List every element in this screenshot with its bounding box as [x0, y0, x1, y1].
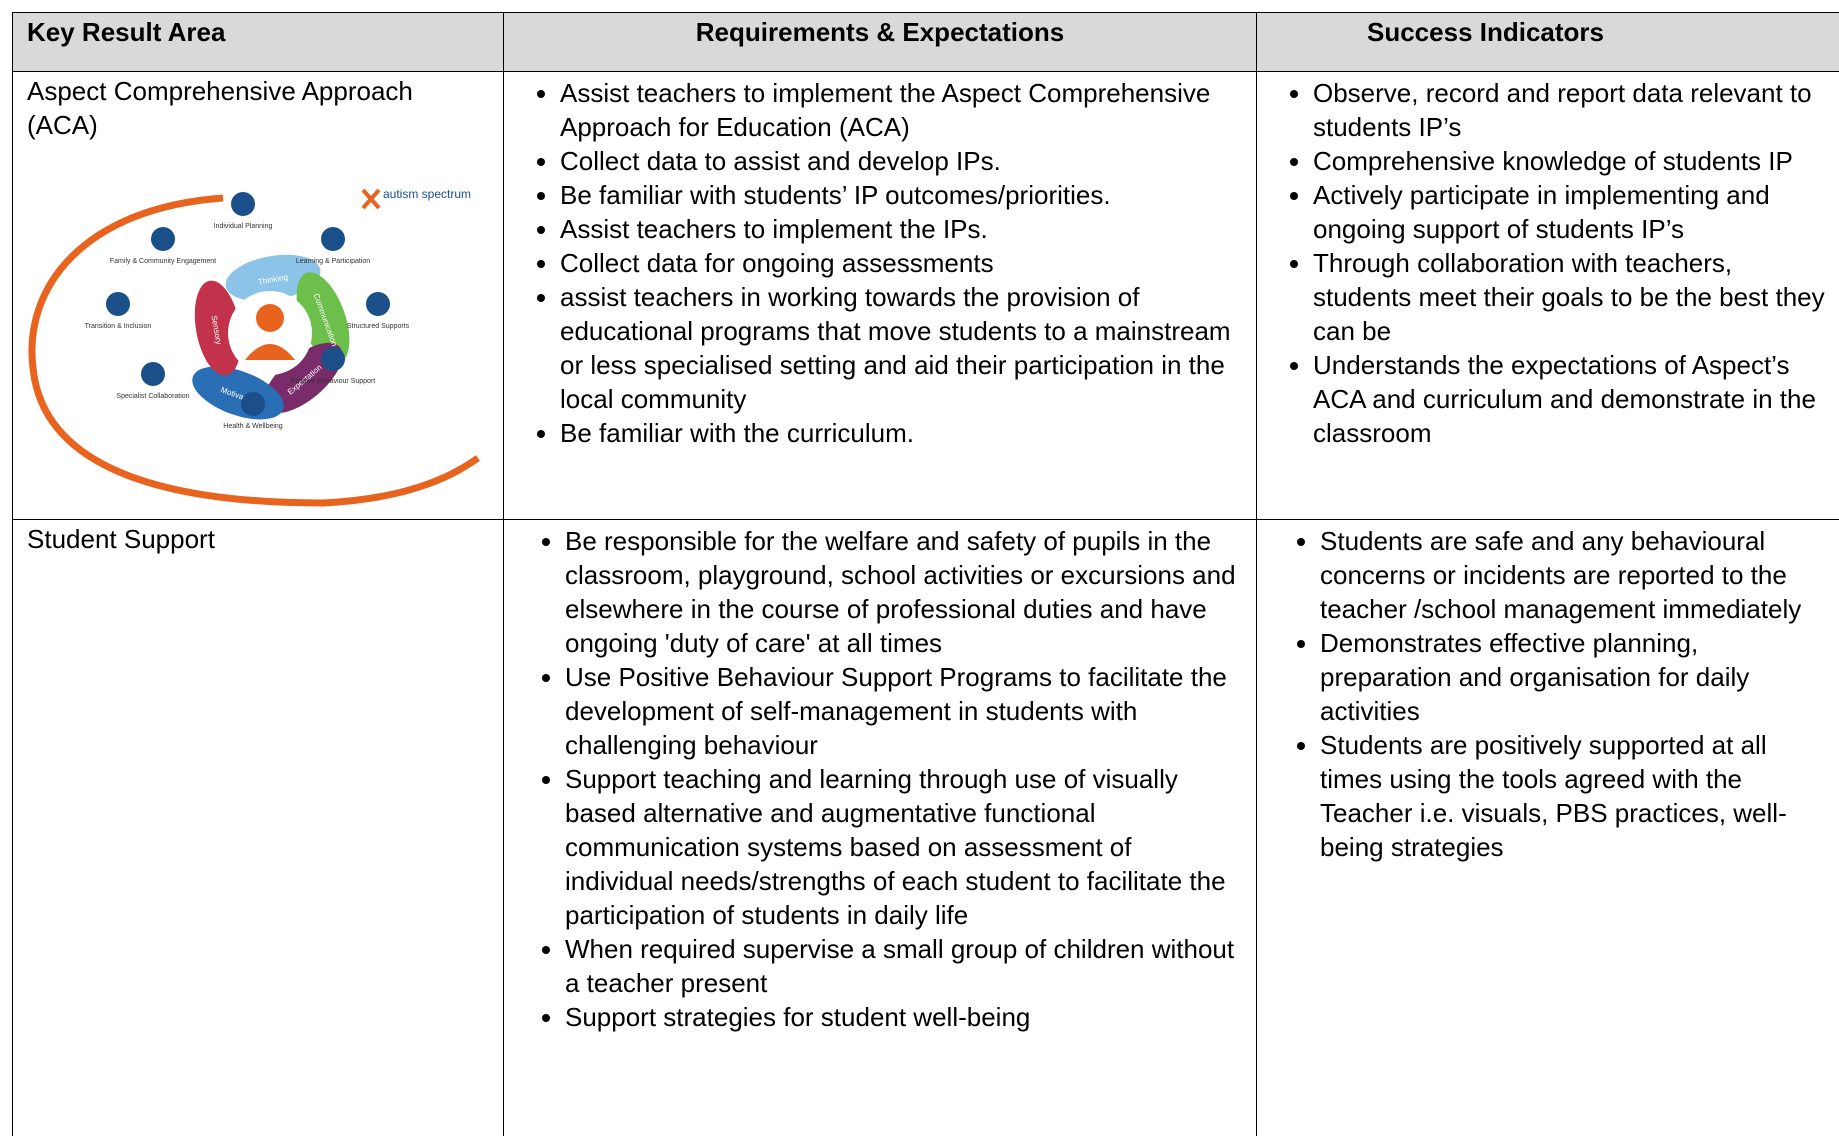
bullet-item: Support strategies for student well-bein…	[565, 1000, 1242, 1034]
area-text: Student Support	[27, 524, 215, 554]
pillar-icon	[106, 292, 130, 316]
bullet-item: assist teachers in working towards the p…	[560, 280, 1256, 416]
aca-diagram: Aspect Comprehensive Approach: Evidence …	[23, 168, 480, 507]
area-cell: Student Support	[12, 519, 503, 1136]
header-cell: Requirements & Expectations	[503, 12, 1256, 71]
logo: autism spectrum	[383, 187, 471, 201]
bullet-item: Support teaching and learning through us…	[565, 762, 1242, 932]
pillar-label: Specialist Collaboration	[116, 393, 189, 400]
pillar-label: Structured Supports	[347, 323, 410, 330]
bullet-item: Collect data for ongoing assessments	[560, 246, 1256, 280]
bullet-item: Students are safe and any behavioural co…	[1320, 524, 1826, 626]
indicators-cell: Students are safe and any behavioural co…	[1256, 519, 1839, 1136]
area-cell: Aspect Comprehensive Approach (ACA) Aspe…	[12, 71, 503, 519]
bullet-item: Be responsible for the welfare and safet…	[565, 524, 1242, 660]
header-cell: Success Indicators	[1256, 12, 1839, 71]
header-cell: Key Result Area	[12, 12, 503, 71]
pillar-icon	[241, 392, 265, 416]
bullet-item: Use Positive Behaviour Support Programs …	[565, 660, 1242, 762]
pillar-icon	[321, 347, 345, 371]
pillar-icon	[151, 227, 175, 251]
bullet-item: Observe, record and report data relevant…	[1313, 76, 1836, 144]
bullet-item: Assist teachers to implement the Aspect …	[560, 76, 1256, 144]
pillar-label: Learning & Participation	[296, 258, 370, 265]
indicators-cell: Observe, record and report data relevant…	[1256, 71, 1839, 519]
bullet-item: Be familiar with students’ IP outcomes/p…	[560, 178, 1256, 212]
bullet-item: Students are positively supported at all…	[1320, 728, 1826, 864]
pillar-label: Individual Planning	[214, 223, 273, 230]
pillar-label: Health & Wellbeing	[223, 423, 283, 430]
bullet-item: Be familiar with the curriculum.	[560, 416, 1256, 450]
list: Be responsible for the welfare and safet…	[504, 524, 1256, 1034]
pillar-label: Transition & Inclusion	[85, 323, 152, 330]
bullet-item: Understands the expectations of Aspect’s…	[1313, 348, 1836, 450]
pillar-icon	[366, 292, 390, 316]
bullet-item: Assist teachers to implement the IPs.	[560, 212, 1256, 246]
requirements-cell: Assist teachers to implement the Aspect …	[503, 71, 1256, 519]
list: Students are safe and any behavioural co…	[1257, 524, 1839, 864]
bullet-item: Demonstrates effective planning, prepara…	[1320, 626, 1826, 728]
requirements-cell: Be responsible for the welfare and safet…	[503, 519, 1256, 1136]
arc	[28, 194, 480, 507]
pillar-label: Family & Community Engagement	[110, 258, 216, 265]
bullet-item: Actively participate in implementing and…	[1313, 178, 1836, 246]
list: Observe, record and report data relevant…	[1257, 76, 1839, 450]
bullet-item: Through collaboration with teachers, stu…	[1313, 246, 1836, 348]
area-text: Aspect Comprehensive Approach (ACA)	[27, 76, 413, 140]
pillar-icon	[321, 227, 345, 251]
petals	[192, 254, 350, 420]
list: Assist teachers to implement the Aspect …	[504, 76, 1256, 450]
pillar-label: Positive Behaviour Support	[291, 378, 375, 385]
bullet-item: Comprehensive knowledge of students IP	[1313, 144, 1836, 178]
pillar-icon	[141, 362, 165, 386]
pillar-icon	[231, 192, 255, 216]
bullet-item: Collect data to assist and develop IPs.	[560, 144, 1256, 178]
bullet-item: When required supervise a small group of…	[565, 932, 1242, 1000]
